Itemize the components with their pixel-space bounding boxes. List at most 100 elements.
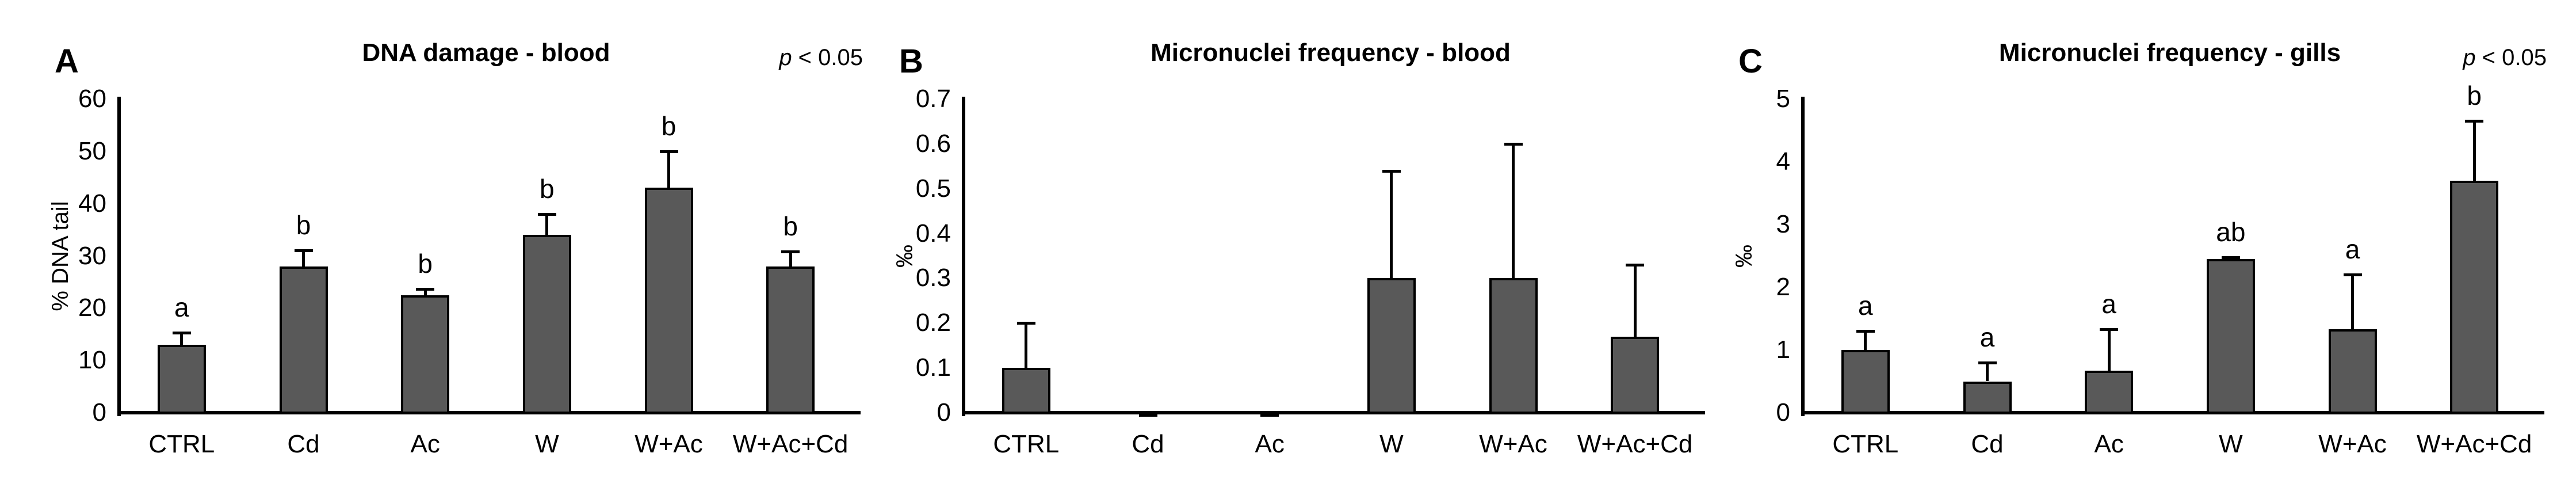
x-category-label: Ac [2094, 430, 2124, 458]
bar [401, 295, 450, 414]
x-axis-line [117, 411, 861, 414]
y-tick-label: 30 [78, 241, 106, 270]
significance-letter: b [661, 111, 677, 141]
chart-title-c: Micronuclei frequency - gills [1998, 39, 2341, 67]
y-tick-label: 4 [1776, 147, 1790, 176]
y-tick-label: 3 [1776, 210, 1790, 238]
bar [1963, 381, 2012, 414]
significance-letter: a [2101, 289, 2116, 319]
bar [2085, 370, 2134, 414]
y-tick-label: 1 [1776, 336, 1790, 364]
bar [522, 235, 571, 414]
x-category-label: Ac [410, 430, 440, 458]
error-bar-stem [789, 252, 792, 266]
panel-b: B Micronuclei frequency - blood ‰ 0 0.1 0.… [844, 0, 1713, 495]
bar [766, 266, 815, 414]
x-category-label: CTRL [148, 430, 215, 458]
error-bar-cap [2465, 120, 2484, 123]
significance-letter: a [2345, 234, 2360, 265]
x-category-label: Cd [287, 430, 320, 458]
error-bar-cap [1626, 264, 1645, 267]
x-category-label: W+Ac [1479, 430, 1547, 458]
p-comparison: < 0.05 [792, 45, 863, 70]
y-tick-label: 0.5 [915, 174, 951, 203]
x-category-label: Cd [1971, 430, 2004, 458]
bar [1367, 278, 1416, 414]
significance-letter: b [540, 173, 555, 204]
y-tick-label: 10 [78, 346, 106, 375]
significance-letter: a [174, 292, 189, 323]
error-bar-stem [2107, 329, 2111, 371]
bar [279, 266, 328, 414]
error-bar-cap [1016, 322, 1035, 325]
error-bar-stem [667, 151, 670, 188]
plot-area-b: 0 0.1 0.2 0.3 0.4 0.5 0.6 0.7 CTRL Cd Ac W W+Ac W+Ac+… [844, 0, 1713, 495]
error-bar-cap [1382, 169, 1401, 173]
y-tick-label: 0.3 [915, 264, 951, 292]
significance-letter: b [783, 211, 798, 242]
significance-letter: b [418, 248, 433, 279]
p-variable: p [2463, 45, 2476, 70]
error-bar-stem [180, 333, 184, 345]
y-tick-label: 0.1 [915, 353, 951, 382]
y-tick-label: 5 [1776, 85, 1790, 113]
x-category-label: W+Ac+Cd [732, 430, 849, 458]
x-category-label: Ac [1255, 430, 1285, 458]
p-value-note-a: p < 0.05 [121, 46, 863, 69]
bar [1489, 278, 1538, 414]
error-bar-cap [172, 332, 191, 335]
y-axis-line [1801, 97, 1805, 416]
x-category-label: W [1379, 430, 1404, 458]
chart-title-b: Micronuclei frequency - blood [1151, 39, 1511, 67]
error-bar-cap [781, 250, 800, 254]
error-bar-cap [659, 150, 678, 153]
p-variable: p [779, 45, 792, 70]
zero-bar [1260, 413, 1279, 417]
bar [157, 344, 206, 414]
panel-letter-b: B [899, 43, 923, 80]
x-category-label: W [535, 430, 559, 458]
significance-letter: b [2467, 81, 2482, 111]
x-axis-line [1801, 411, 2544, 414]
error-bar-cap [416, 287, 435, 291]
panel-c: C Micronuclei frequency - gills p < 0.05… [1684, 0, 2552, 495]
x-category-label: CTRL [993, 430, 1060, 458]
y-tick-label: 60 [78, 85, 106, 113]
significance-letter: a [1858, 291, 1873, 321]
error-bar-cap [1978, 361, 1997, 364]
x-axis-line [962, 411, 1705, 414]
error-bar-cap [294, 249, 313, 253]
bar [1841, 350, 1890, 414]
bar [644, 188, 693, 414]
error-bar-cap [537, 212, 556, 216]
x-category-label: W+Ac+Cd [2416, 430, 2532, 458]
significance-letter: b [296, 210, 311, 241]
y-tick-label: 0 [937, 398, 951, 427]
y-axis-line [117, 97, 121, 416]
y-tick-label: 0 [92, 398, 106, 427]
error-bar-stem [2472, 121, 2476, 181]
y-tick-label: 0.4 [915, 219, 951, 248]
chart-title-a: DNA damage - blood [362, 39, 610, 67]
y-tick-label: 0 [1776, 398, 1790, 427]
bar [1002, 368, 1050, 414]
significance-letter: ab [2216, 216, 2246, 247]
y-tick-label: 0.6 [915, 129, 951, 158]
x-category-label: W+Ac [2318, 430, 2387, 458]
bar [2450, 180, 2499, 414]
error-bar-stem [1986, 362, 1989, 382]
x-category-label: Cd [1132, 430, 1164, 458]
x-category-label: W [2219, 430, 2243, 458]
y-tick-label: 20 [78, 294, 106, 322]
y-tick-label: 40 [78, 189, 106, 218]
error-bar-stem [302, 250, 305, 266]
panel-letter-a: A [55, 43, 79, 80]
error-bar-stem [1512, 143, 1515, 279]
y-axis-line [962, 97, 965, 416]
error-bar-cap [2221, 256, 2240, 259]
error-bar-stem [2351, 275, 2354, 330]
bar [2206, 258, 2255, 414]
panel-letter-c: C [1738, 43, 1763, 80]
